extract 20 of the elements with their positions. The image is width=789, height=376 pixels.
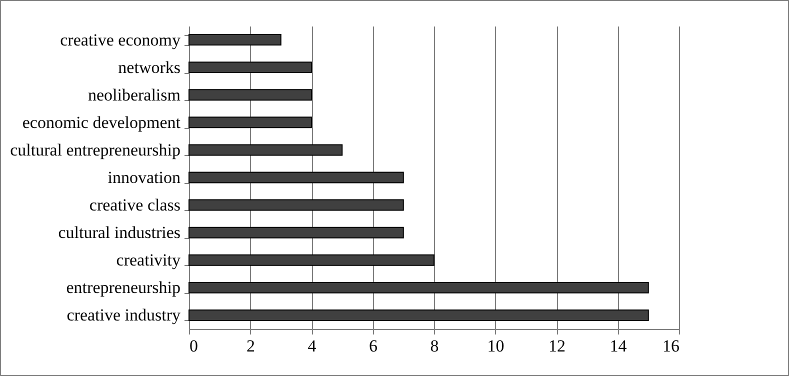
x-tick-label: 8 xyxy=(430,336,439,356)
y-tick-label: creative industry xyxy=(66,306,181,325)
x-tick-label: 12 xyxy=(548,336,566,356)
x-tick-label: 14 xyxy=(610,336,628,356)
y-tick-label: economic development xyxy=(22,112,181,132)
y-tick-label: cultural industries xyxy=(58,223,180,242)
y-tick-label: neoliberalism xyxy=(88,85,180,104)
x-tick-label: 6 xyxy=(369,336,378,356)
x-tick-label: 4 xyxy=(308,336,317,356)
y-tick-label: innovation xyxy=(108,168,181,187)
x-tick-label: 16 xyxy=(662,336,680,356)
y-tick-label: creative class xyxy=(89,196,180,215)
y-tick-label: networks xyxy=(118,58,180,77)
y-tick-label: creative economy xyxy=(60,30,181,50)
x-tick-label: 0 xyxy=(190,336,198,356)
y-tick-label: cultural entrepreneurship xyxy=(10,140,180,160)
y-tick-label: entrepreneurship xyxy=(66,278,180,298)
y-tick-label: creativity xyxy=(116,250,181,270)
x-tick-label: 10 xyxy=(487,336,504,356)
x-tick-label: 2 xyxy=(246,336,255,356)
